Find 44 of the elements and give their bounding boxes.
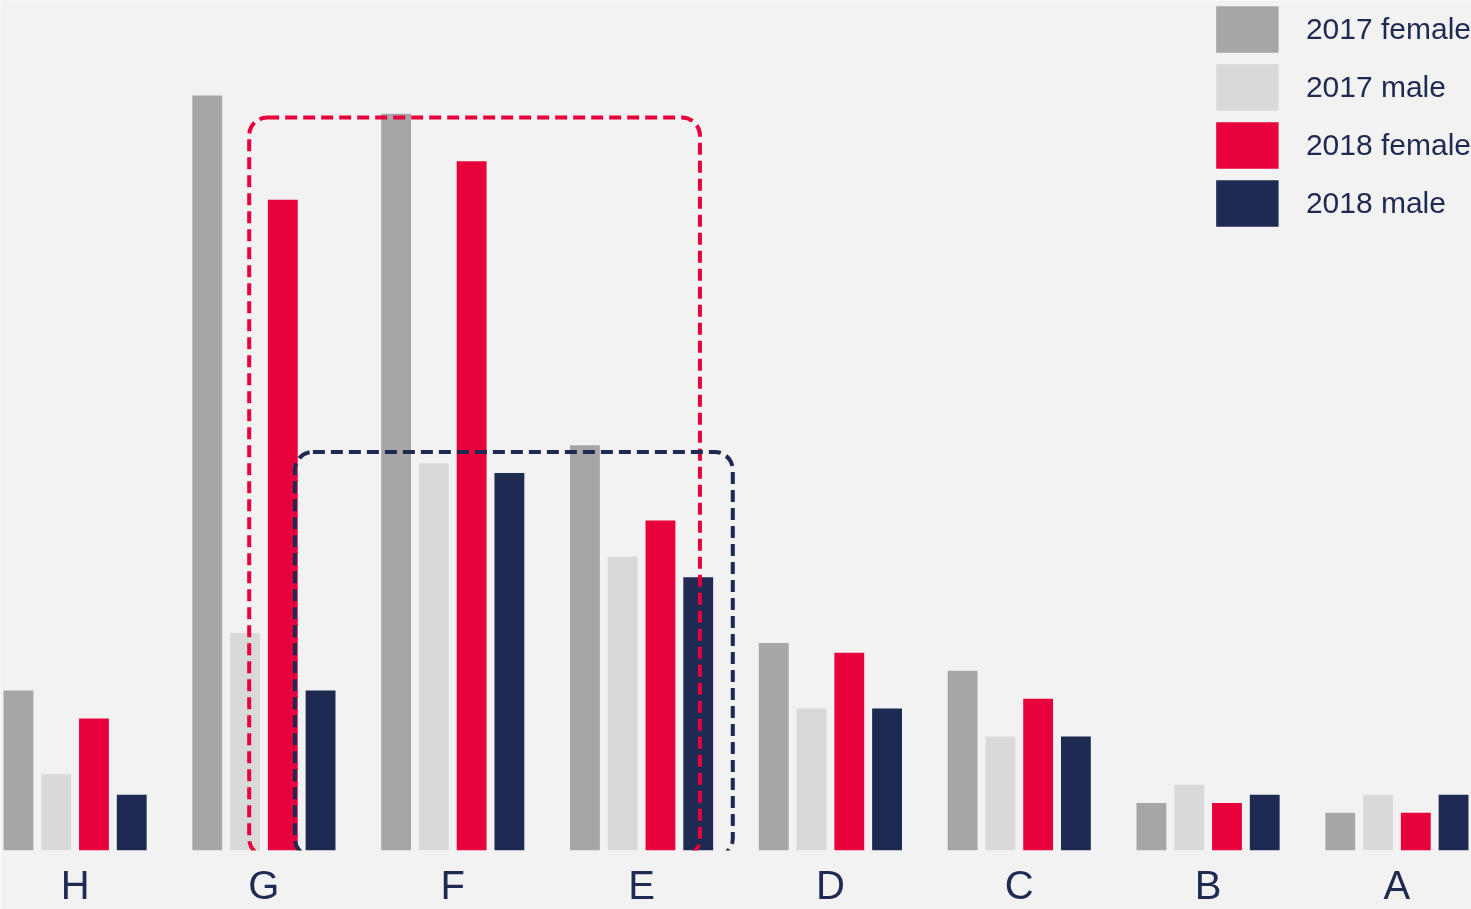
bar (494, 473, 525, 851)
x-tick-label: D (815, 862, 845, 907)
bar (1438, 794, 1469, 851)
bar (1136, 802, 1167, 851)
bar (3, 690, 34, 851)
bar (230, 633, 260, 851)
bar (381, 113, 412, 851)
bar (645, 520, 676, 851)
bar (116, 794, 147, 851)
bar (79, 718, 109, 851)
bar (947, 670, 978, 851)
bar (456, 161, 487, 851)
x-tick-label: E (628, 862, 655, 907)
bar (758, 642, 789, 851)
legend-label: 2018 male (1305, 185, 1446, 221)
bar (834, 652, 865, 851)
legend-label: 2017 male (1305, 69, 1446, 105)
bar (796, 708, 827, 851)
bar (872, 708, 902, 851)
bar (41, 774, 72, 851)
bar (570, 445, 600, 851)
bar (418, 463, 449, 851)
bar (1325, 812, 1356, 851)
bar (1174, 784, 1205, 851)
legend-label: 2017 female (1305, 11, 1471, 47)
x-tick-label: A (1383, 862, 1411, 907)
bar (192, 95, 223, 851)
bar (683, 577, 714, 851)
x-tick-label: F (440, 862, 465, 907)
x-tick-label: C (1004, 862, 1034, 907)
x-tick-label: G (248, 862, 280, 907)
bar (305, 690, 336, 851)
bar (1400, 812, 1431, 851)
bar (267, 199, 298, 851)
x-tick-label: H (60, 862, 90, 907)
x-tick-label: B (1194, 862, 1222, 907)
bar (1060, 736, 1091, 851)
legend-label: 2018 female (1305, 127, 1471, 163)
bar (985, 736, 1016, 851)
bar (1023, 698, 1054, 851)
bar (1363, 794, 1393, 851)
bar (1249, 794, 1280, 851)
bar (607, 556, 638, 851)
bar (1212, 802, 1242, 851)
